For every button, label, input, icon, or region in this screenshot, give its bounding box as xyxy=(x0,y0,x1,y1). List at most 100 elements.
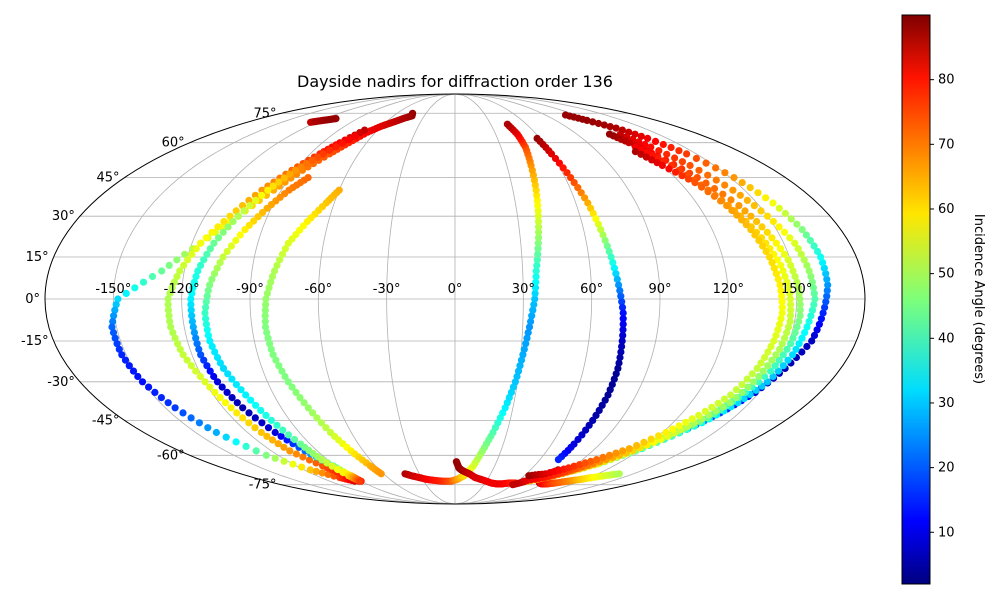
data-point xyxy=(730,174,738,182)
data-point xyxy=(738,388,746,396)
data-point xyxy=(777,261,785,269)
data-point xyxy=(761,372,769,381)
data-point xyxy=(206,337,214,345)
data-point xyxy=(192,245,200,253)
data-point xyxy=(728,206,736,214)
lat-tick-label: 15° xyxy=(26,250,49,265)
data-point xyxy=(242,442,250,450)
data-point xyxy=(232,236,240,245)
data-point xyxy=(202,315,210,323)
data-point xyxy=(201,309,209,317)
data-point xyxy=(517,356,526,364)
data-point xyxy=(587,457,595,465)
colorbar-tick-label: 60 xyxy=(938,202,955,217)
data-point xyxy=(278,367,286,375)
data-point xyxy=(712,176,720,184)
data-point xyxy=(188,250,196,258)
data-point xyxy=(532,272,540,281)
data-point xyxy=(202,320,210,328)
data-point xyxy=(528,312,536,320)
data-point xyxy=(164,306,172,314)
data-point xyxy=(157,394,165,402)
data-point xyxy=(753,364,761,372)
data-point xyxy=(267,345,275,353)
data-point xyxy=(774,367,782,375)
data-point xyxy=(258,186,266,194)
data-point xyxy=(759,367,767,375)
data-point xyxy=(274,440,282,448)
data-point xyxy=(148,272,157,281)
data-point xyxy=(297,163,305,171)
data-point xyxy=(192,367,200,375)
data-point xyxy=(261,323,270,331)
data-point xyxy=(776,281,784,289)
data-point xyxy=(356,477,364,485)
data-point xyxy=(738,179,746,187)
data-point xyxy=(682,418,690,426)
data-point xyxy=(778,303,786,311)
lon-tick-label: -120° xyxy=(164,282,200,297)
data-point xyxy=(332,115,340,123)
data-point xyxy=(702,159,710,167)
data-point xyxy=(292,388,300,396)
data-point xyxy=(202,303,210,311)
data-point xyxy=(784,356,792,364)
data-point xyxy=(796,301,804,309)
data-point xyxy=(823,275,831,283)
data-point xyxy=(268,272,277,281)
data-point xyxy=(704,188,712,196)
data-point xyxy=(795,317,803,326)
data-point xyxy=(675,422,683,430)
data-point xyxy=(213,353,222,362)
data-point xyxy=(748,370,756,378)
data-point xyxy=(783,345,791,353)
data-point xyxy=(187,301,195,309)
data-point xyxy=(534,234,543,242)
data-point xyxy=(729,186,737,194)
data-point xyxy=(570,462,578,470)
lon-tick-label: 150° xyxy=(781,282,812,297)
data-point xyxy=(759,242,767,250)
data-point xyxy=(659,140,667,149)
data-point xyxy=(768,259,776,267)
data-point xyxy=(813,247,822,256)
data-point xyxy=(206,367,214,375)
data-point xyxy=(653,159,661,167)
data-point xyxy=(262,411,270,419)
map-boundary xyxy=(44,93,866,505)
data-point xyxy=(174,340,182,348)
data-point xyxy=(750,202,758,210)
data-point xyxy=(640,438,648,446)
lat-tick-label: 60° xyxy=(162,136,185,151)
data-point xyxy=(530,301,538,309)
data-point xyxy=(784,256,792,264)
latitude-tick-labels: -75° -60° -45° -30° -15° 0° 15° 30° 45° 60° 75° xyxy=(21,106,277,492)
data-point xyxy=(767,342,775,351)
data-point xyxy=(165,312,173,320)
data-point xyxy=(612,449,620,457)
data-point xyxy=(211,388,219,396)
data-point xyxy=(594,220,603,228)
data-point xyxy=(529,306,537,314)
data-point xyxy=(743,375,751,383)
data-point xyxy=(252,196,260,204)
data-point xyxy=(738,380,746,389)
data-point xyxy=(122,289,130,297)
data-point xyxy=(289,460,297,468)
data-point xyxy=(202,298,210,306)
data-point xyxy=(233,409,241,417)
data-point xyxy=(781,209,790,218)
data-point xyxy=(281,372,289,381)
data-point xyxy=(720,395,729,403)
data-point xyxy=(277,432,285,440)
data-point xyxy=(300,399,308,407)
data-point xyxy=(233,399,241,407)
data-point xyxy=(616,287,624,295)
data-point xyxy=(201,378,209,386)
data-point xyxy=(807,272,815,281)
data-point xyxy=(811,295,819,303)
data-point xyxy=(261,312,269,320)
data-point xyxy=(613,275,621,283)
data-point xyxy=(275,178,283,186)
data-point xyxy=(710,192,719,200)
